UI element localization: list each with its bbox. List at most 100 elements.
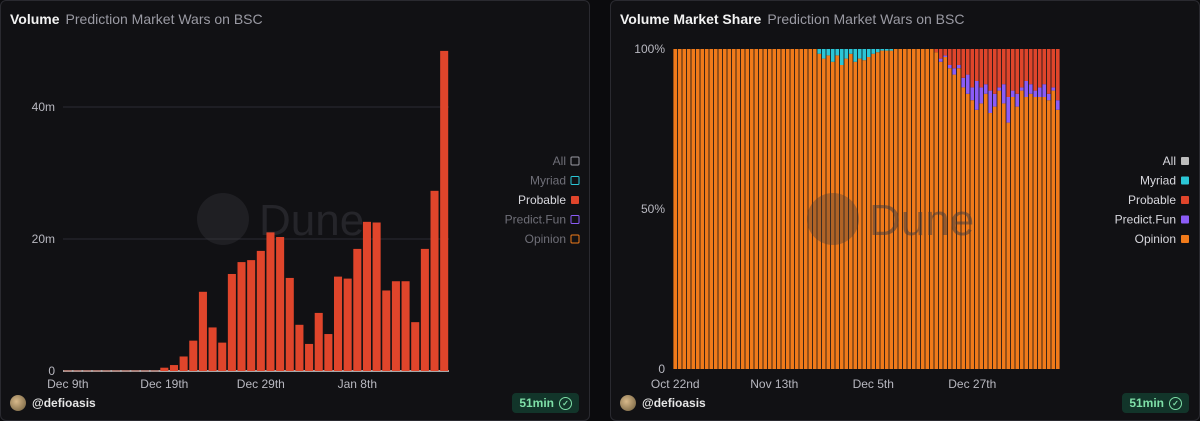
bar-segment [857,49,862,59]
check-circle-icon: ✓ [559,396,572,410]
author-link[interactable]: @defioasis [620,395,706,411]
bar-segment [817,49,822,54]
bar [247,260,256,371]
bar-segment [713,49,718,369]
bar-segment [916,49,921,369]
bar-segment [830,49,835,62]
bar [83,370,92,372]
bar-segment [826,55,831,370]
bar-segment [961,49,966,78]
bar-segment [1010,49,1015,91]
bar [382,290,391,371]
bar [256,250,265,371]
bar [150,370,159,372]
bar-segment [772,49,777,369]
volume-chart: 0 20m 40m Dune Dec 9th Dec 19th Dec 29th Jan 8t… [32,50,580,391]
bar-segment [898,49,903,369]
bar-segment [754,49,759,369]
bar-segment [925,49,930,369]
bar [112,370,121,372]
bar-segment [970,87,975,101]
legend-swatch [570,176,580,185]
bar-segment [1024,97,1029,369]
bar-segment [956,49,961,65]
bar [411,322,420,371]
bar [208,327,217,371]
bar-segment [970,100,975,369]
bar-segment [997,90,1002,369]
bar-segment [731,49,736,369]
x-tick-label: Dec 19th [140,377,188,391]
x-tick-label: Jan 8th [338,377,377,391]
x-tick-label: Nov 13th [750,377,798,391]
y-tick-label: 50% [641,202,665,216]
bar-segment [821,58,826,369]
author-link[interactable]: @defioasis [10,395,96,411]
bar [198,291,207,371]
bar-segment [880,49,885,51]
check-circle-icon: ✓ [1169,396,1182,410]
panel-title: Volume Prediction Market Wars on BSC [10,11,263,27]
bar-segment [709,49,714,369]
dune-logo-icon [807,193,859,245]
bar [285,277,294,371]
dune-logo-icon [197,193,249,245]
bar-segment [934,49,939,53]
bar-segment [817,53,822,370]
x-tick-label: Dec 9th [47,377,88,391]
bar-segment [700,49,705,369]
bar-segment [979,87,984,104]
bar-segment [988,113,993,369]
chart-subtitle: Prediction Market Wars on BSC [767,11,965,27]
chart-title: Volume Market Share [620,11,762,27]
y-tick-label: 0 [658,362,665,376]
refresh-badge[interactable]: 51min ✓ [512,393,579,413]
legend-swatch [570,215,580,224]
legend-swatch [1181,235,1189,243]
refresh-badge[interactable]: 51min ✓ [1122,393,1189,413]
bar-segment [749,49,754,369]
bar-segment [1051,49,1056,88]
bar-segment [988,90,993,113]
bar-segment [884,49,889,51]
bar [63,370,72,372]
bar-segment [718,49,723,369]
bar-segment [943,57,948,369]
bar-segment [871,49,876,54]
bar-segment [1010,97,1015,369]
bar-segment [736,49,741,369]
bar-segment [1042,97,1047,369]
bar-segment [1046,93,1051,101]
bar-segment [785,49,790,369]
bar-segment [695,49,700,369]
bar-segment [997,49,1002,88]
bar [420,248,429,371]
bar-segment [965,74,970,94]
bar-segment [794,49,799,369]
y-tick-label: 40m [32,100,55,114]
bar-segment [1028,84,1033,94]
bar-segment [1028,49,1033,85]
bar-segment [1055,49,1060,101]
bar-segment [1001,84,1006,104]
bar-segment [871,53,876,370]
bar-segment [1015,93,1020,107]
bar-segment [1019,87,1024,91]
bar [276,237,285,371]
bar-segment [911,49,916,369]
bar-segment [884,50,889,369]
bar-segment [844,58,849,369]
legend-label: Probable [1128,193,1176,207]
legend-swatch [571,196,579,204]
market-share-panel: Volume Market Share Prediction Market War… [610,0,1200,421]
avatar [620,395,636,411]
legend-label: Myriad [1140,174,1176,188]
bar-segment [992,49,997,94]
bar-segment [862,49,867,61]
bar-segment [952,74,957,369]
watermark-text: Dune [259,196,364,245]
bar-segment [1051,90,1056,369]
bar-segment [1015,106,1020,369]
bar [295,324,304,371]
bar-segment [889,50,894,369]
